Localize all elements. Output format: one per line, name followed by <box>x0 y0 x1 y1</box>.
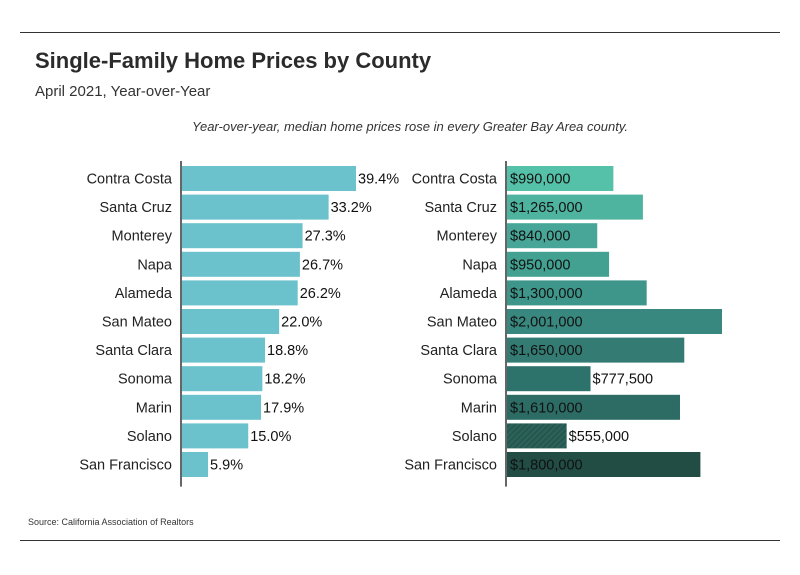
pct-bar-9 <box>182 423 249 449</box>
pct-category-label-1: Santa Cruz <box>99 200 172 216</box>
pct-category-label-6: Santa Clara <box>95 343 173 359</box>
price-category-label-0: Contra Costa <box>412 172 498 188</box>
price-category-label-6: Santa Clara <box>420 343 498 359</box>
pct-category-label-10: San Francisco <box>79 458 172 474</box>
top-rule <box>20 32 780 33</box>
pct-value-label-1: 33.2% <box>331 200 372 216</box>
price-category-label-5: San Mateo <box>427 315 497 331</box>
price-category-label-1: Santa Cruz <box>424 200 497 216</box>
price-value-label-1: $1,265,000 <box>510 200 583 216</box>
price-value-label-6: $1,650,000 <box>510 343 583 359</box>
pct-value-label-8: 17.9% <box>263 400 304 416</box>
pct-value-label-4: 26.2% <box>300 286 341 302</box>
price-bar-6 <box>507 337 685 363</box>
pct-bar-3 <box>182 251 300 277</box>
price-value-label-5: $2,001,000 <box>510 315 583 331</box>
price-bar-9 <box>507 423 567 449</box>
price-value-label-10: $1,800,000 <box>510 458 583 474</box>
price-value-label-3: $950,000 <box>510 257 570 273</box>
price-bar-7 <box>507 366 591 392</box>
pct-bar-6 <box>182 337 266 363</box>
price-bar-0 <box>507 166 614 191</box>
price-value-label-4: $1,300,000 <box>510 286 583 302</box>
price-category-label-4: Alameda <box>440 286 498 302</box>
price-category-label-8: Marin <box>461 400 497 416</box>
price-bar-2 <box>507 223 598 249</box>
price-category-label-3: Napa <box>462 257 498 273</box>
price-bar-3 <box>507 251 610 277</box>
pct-bar-8 <box>182 394 262 420</box>
pct-value-label-2: 27.3% <box>305 229 346 245</box>
price-bar-8 <box>507 394 680 420</box>
pct-category-label-7: Sonoma <box>118 372 173 388</box>
pct-bar-2 <box>182 223 303 249</box>
price-bar-10 <box>507 452 701 477</box>
price-category-label-9: Solano <box>452 429 497 445</box>
price-bar-5 <box>507 309 722 334</box>
source-note: Source: California Association of Realto… <box>28 517 194 527</box>
price-category-label-7: Sonoma <box>443 372 498 388</box>
pct-value-label-3: 26.7% <box>302 257 343 273</box>
pct-bar-0 <box>182 166 356 191</box>
pct-category-label-5: San Mateo <box>102 315 172 331</box>
price-value-label-9: $555,000 <box>569 429 629 445</box>
pct-category-label-2: Monterey <box>112 229 173 245</box>
pct-bar-5 <box>182 309 280 334</box>
pct-bar-10 <box>182 452 209 477</box>
chart-annotation: Year-over-year, median home prices rose … <box>192 119 628 134</box>
pct-value-label-6: 18.8% <box>267 343 308 359</box>
pct-bar-1 <box>182 194 329 220</box>
pct-category-label-8: Marin <box>136 400 172 416</box>
pct-category-label-0: Contra Costa <box>87 172 173 188</box>
price-category-label-10: San Francisco <box>404 458 497 474</box>
price-value-label-2: $840,000 <box>510 229 570 245</box>
pct-category-label-4: Alameda <box>115 286 173 302</box>
price-value-label-0: $990,000 <box>510 172 570 188</box>
pct-category-label-9: Solano <box>127 429 172 445</box>
pct-value-label-0: 39.4% <box>358 172 399 188</box>
chart-subtitle: April 2021, Year-over-Year <box>35 83 211 100</box>
pct-bar-7 <box>182 366 263 392</box>
pct-category-label-3: Napa <box>137 257 173 273</box>
pct-value-label-9: 15.0% <box>250 429 291 445</box>
chart-title: Single-Family Home Prices by County <box>35 48 432 73</box>
price-value-label-7: $777,500 <box>593 372 653 388</box>
pct-value-label-5: 22.0% <box>281 315 322 331</box>
pct-value-label-7: 18.2% <box>264 372 305 388</box>
pct-bar-4 <box>182 280 298 306</box>
price-value-label-8: $1,610,000 <box>510 400 583 416</box>
pct-value-label-10: 5.9% <box>210 458 243 474</box>
price-category-label-2: Monterey <box>437 229 498 245</box>
bottom-rule <box>20 540 780 541</box>
price-bar-4 <box>507 280 647 306</box>
price-bar-1 <box>507 194 643 220</box>
